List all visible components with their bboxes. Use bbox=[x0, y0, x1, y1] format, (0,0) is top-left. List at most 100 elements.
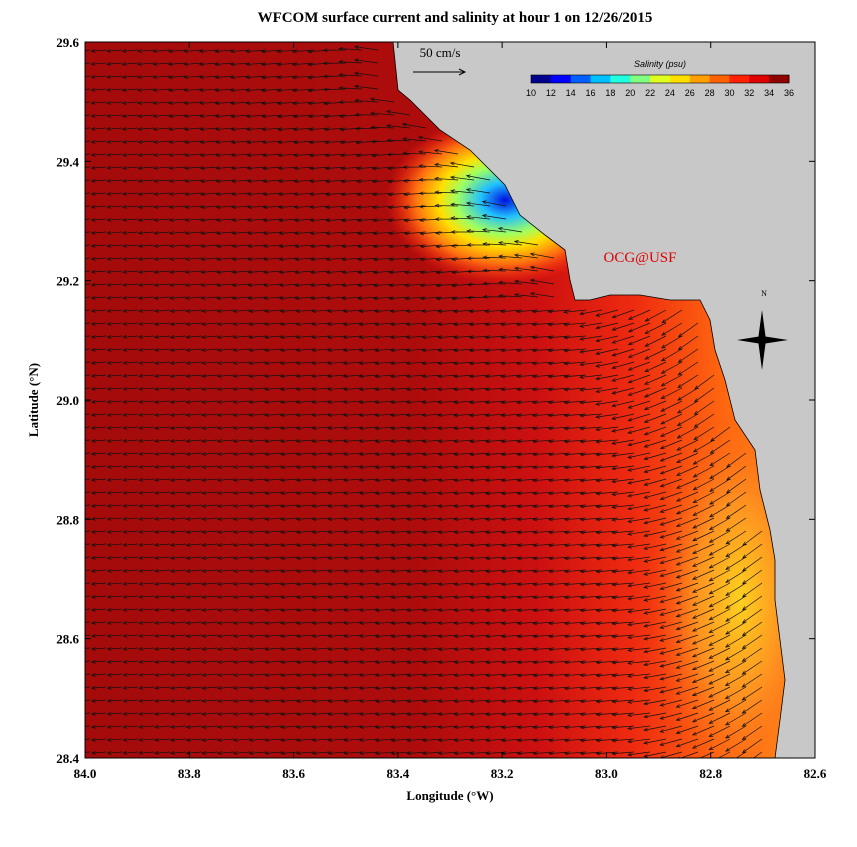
current-vector-head bbox=[76, 543, 80, 546]
y-tick-label: 29.2 bbox=[56, 274, 79, 289]
colorbar-swatch bbox=[710, 75, 730, 83]
current-vector-head bbox=[76, 374, 80, 377]
colorbar-tick-label: 18 bbox=[605, 88, 615, 98]
current-vector-head bbox=[76, 244, 80, 247]
y-tick-label: 28.8 bbox=[56, 512, 79, 527]
current-vector-head bbox=[76, 465, 80, 468]
colorbar-swatch bbox=[591, 75, 611, 83]
y-axis-label: Latitude (°N) bbox=[26, 363, 41, 437]
x-tick-label: 83.6 bbox=[282, 766, 305, 781]
y-tick-label: 28.4 bbox=[56, 751, 79, 766]
current-vector-head bbox=[76, 75, 80, 78]
x-tick-label: 83.4 bbox=[386, 766, 409, 781]
current-vector-head bbox=[76, 582, 80, 585]
current-vector-head bbox=[76, 478, 80, 481]
current-vector-head bbox=[76, 699, 80, 702]
colorbar-tick-label: 32 bbox=[744, 88, 754, 98]
x-tick-label: 82.6 bbox=[804, 766, 827, 781]
current-vector-head bbox=[76, 504, 80, 507]
colorbar-tick-label: 14 bbox=[566, 88, 576, 98]
colorbar-title: Salinity (psu) bbox=[634, 59, 686, 69]
current-vector-head bbox=[76, 569, 80, 572]
current-vector-head bbox=[76, 192, 80, 195]
current-vector-head bbox=[743, 762, 747, 765]
colorbar-tick-label: 24 bbox=[665, 88, 675, 98]
current-vector-head bbox=[76, 296, 80, 299]
x-tick-label: 84.0 bbox=[74, 766, 97, 781]
current-vector-head bbox=[76, 322, 80, 325]
current-vector-head bbox=[76, 348, 80, 351]
title: WFCOM surface current and salinity at ho… bbox=[258, 10, 653, 26]
current-vector-head bbox=[76, 62, 80, 65]
colorbar-swatch bbox=[610, 75, 630, 83]
current-vector-head bbox=[709, 760, 713, 763]
colorbar-tick-label: 20 bbox=[625, 88, 635, 98]
colorbar-tick-label: 30 bbox=[724, 88, 734, 98]
colorbar-swatch bbox=[769, 75, 789, 83]
current-vector-head bbox=[76, 218, 80, 221]
current-vector-head bbox=[76, 413, 80, 416]
scale-label: 50 cm/s bbox=[420, 45, 461, 60]
colorbar-swatch bbox=[670, 75, 690, 83]
colorbar-tick-label: 34 bbox=[764, 88, 774, 98]
y-tick-label: 28.6 bbox=[56, 632, 79, 647]
colorbar-tick-label: 28 bbox=[705, 88, 715, 98]
current-vector-head bbox=[76, 88, 80, 91]
current-vector-head bbox=[76, 660, 80, 663]
colorbar-swatch bbox=[690, 75, 710, 83]
current-vector-head bbox=[76, 140, 80, 143]
current-vector-head bbox=[76, 127, 80, 130]
colorbar-swatch bbox=[551, 75, 571, 83]
y-tick-label: 29.0 bbox=[56, 393, 79, 408]
y-tick-label: 29.6 bbox=[56, 35, 79, 50]
current-vector-head bbox=[76, 231, 80, 234]
current-vector-head bbox=[76, 101, 80, 104]
current-vector-head bbox=[76, 712, 80, 715]
current-vector-head bbox=[76, 608, 80, 611]
current-vector-head bbox=[76, 309, 80, 312]
colorbar-tick-label: 16 bbox=[586, 88, 596, 98]
colorbar-swatch bbox=[531, 75, 551, 83]
x-tick-label: 83.2 bbox=[491, 766, 514, 781]
colorbar-swatch bbox=[571, 75, 591, 83]
current-vector-head bbox=[76, 179, 80, 182]
current-vector-head bbox=[76, 361, 80, 364]
current-vector-head bbox=[76, 114, 80, 117]
current-vector-head bbox=[76, 257, 80, 260]
x-tick-label: 82.8 bbox=[699, 766, 722, 781]
current-vector-head bbox=[76, 595, 80, 598]
current-vector-head bbox=[76, 205, 80, 208]
current-vector-head bbox=[76, 387, 80, 390]
current-vector-head bbox=[76, 452, 80, 455]
current-vector-head bbox=[76, 686, 80, 689]
current-vector-head bbox=[76, 426, 80, 429]
credit: OCG@USF bbox=[603, 250, 676, 266]
current-vector-head bbox=[76, 335, 80, 338]
x-axis-label: Longitude (°W) bbox=[406, 788, 493, 803]
current-vector-head bbox=[76, 530, 80, 533]
colorbar-swatch bbox=[749, 75, 769, 83]
colorbar-tick-label: 26 bbox=[685, 88, 695, 98]
current-vector-head bbox=[76, 621, 80, 624]
colorbar-swatch bbox=[650, 75, 670, 83]
current-vector-head bbox=[76, 725, 80, 728]
colorbar-tick-label: 10 bbox=[526, 88, 536, 98]
current-vector-head bbox=[76, 439, 80, 442]
colorbar-tick-label: 36 bbox=[784, 88, 794, 98]
current-vector-head bbox=[76, 491, 80, 494]
colorbar-tick-label: 22 bbox=[645, 88, 655, 98]
colorbar-swatch bbox=[630, 75, 650, 83]
colorbar-swatch bbox=[729, 75, 749, 83]
compass-label: N bbox=[761, 289, 767, 298]
x-tick-label: 83.0 bbox=[595, 766, 618, 781]
colorbar-tick-label: 12 bbox=[546, 88, 556, 98]
current-vector-head bbox=[726, 761, 730, 764]
plot-area bbox=[76, 42, 830, 800]
current-vector-head bbox=[76, 647, 80, 650]
current-vector-head bbox=[76, 673, 80, 676]
y-tick-label: 29.4 bbox=[56, 154, 79, 169]
x-tick-label: 83.8 bbox=[178, 766, 201, 781]
current-vector-head bbox=[693, 758, 697, 761]
current-vector-head bbox=[76, 738, 80, 741]
